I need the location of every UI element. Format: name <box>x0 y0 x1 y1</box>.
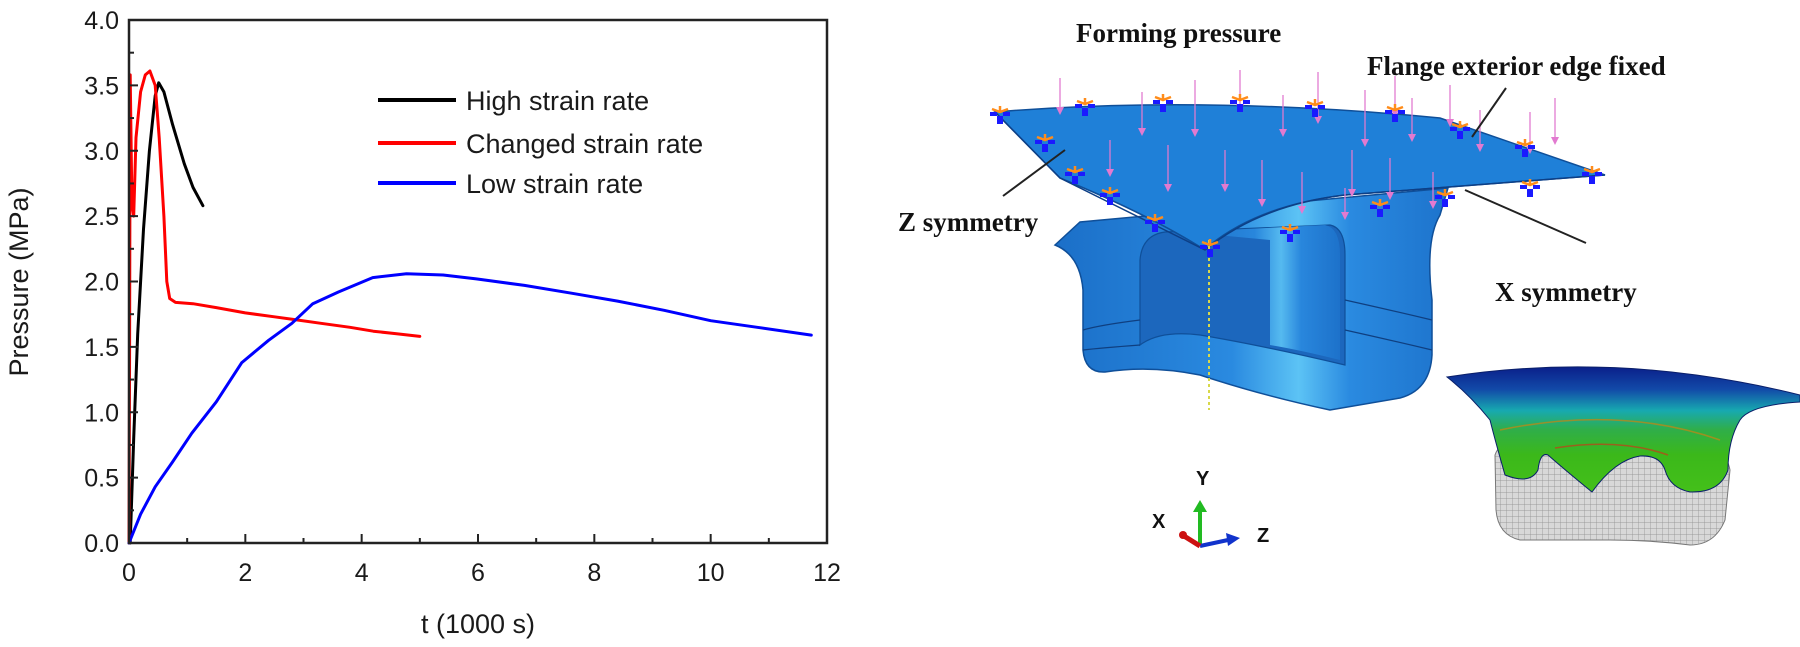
arrowhead-icon <box>1386 192 1394 200</box>
triad-z-label: Z <box>1257 525 1269 547</box>
y-tick-label: 3.5 <box>84 72 119 100</box>
arrowhead-icon <box>1258 199 1266 207</box>
y-axis-title: Pressure (MPa) <box>4 187 34 376</box>
arrowhead-icon <box>1408 134 1416 142</box>
z-symmetry-leader <box>1002 149 1066 197</box>
triad-x-label: X <box>1152 511 1166 533</box>
arrowhead-icon <box>1314 116 1322 124</box>
arrowhead-icon <box>1191 129 1199 137</box>
y-tick-label: 3.0 <box>84 138 119 166</box>
flange-fixed-leader <box>1471 87 1507 138</box>
coordinate-triad: Y X Z <box>1152 468 1269 549</box>
y-axis-ticks: 0.0 0.5 1.0 1.5 2.0 2.5 3.0 3.5 4.0 <box>84 7 138 558</box>
model-inner-wall-highlight <box>1185 225 1340 360</box>
model-band-lines-right <box>1344 299 1433 351</box>
constraint-marker-icon <box>1520 179 1540 197</box>
y-tick-label: 2.0 <box>84 269 119 297</box>
arrowhead-icon <box>1476 144 1484 152</box>
arrowhead-icon <box>1221 184 1229 192</box>
arrowhead-icon <box>1106 169 1114 177</box>
constraint-marker-icon <box>1230 94 1250 112</box>
arrowhead-icon <box>1279 129 1287 137</box>
y-tick-label: 0.0 <box>84 530 119 558</box>
y-tick-label: 2.5 <box>84 203 119 231</box>
x-symmetry-leader <box>1464 189 1587 244</box>
series-line-low-strain-rate <box>127 272 813 545</box>
x-tick-label: 12 <box>813 559 841 587</box>
legend-entry: Changed strain rate <box>378 129 703 159</box>
flange-fixed-label: Flange exterior edge fixed <box>1367 51 1666 81</box>
constraint-marker-icon <box>990 106 1010 124</box>
constraint-marker-icon <box>1153 94 1173 112</box>
contour-band-line <box>1554 443 1669 456</box>
arrowhead-icon <box>1551 137 1559 145</box>
contour-result-inset <box>1445 366 1800 546</box>
legend-label: High strain rate <box>466 86 649 116</box>
constraint-marker-icon <box>1065 166 1085 184</box>
y-tick-label: 4.0 <box>84 7 119 35</box>
z-axis-arrow <box>1199 538 1229 548</box>
constraint-marker-icon <box>1280 224 1300 242</box>
arrowhead-icon <box>1348 189 1356 197</box>
arrowhead-icon <box>1298 206 1306 214</box>
x-symmetry-edge <box>1204 174 1606 251</box>
y-tick-label: 1.0 <box>84 399 119 427</box>
arrowhead-icon <box>1341 212 1349 220</box>
y-arrowhead-icon <box>1193 500 1207 512</box>
arrowhead-icon <box>1164 184 1172 192</box>
model-band-lines <box>1082 319 1141 351</box>
constraint-marker-icon <box>1515 139 1535 157</box>
pressure-time-chart: 0 2 4 6 8 10 12 0.0 0.5 1.0 1.5 2.0 2.5 3.0 3.5 4.0 t … <box>4 7 841 639</box>
x-tick-label: 8 <box>587 559 601 587</box>
arrowhead-icon <box>1446 119 1454 127</box>
constraint-marker-icon <box>1035 134 1055 152</box>
x-tick-label: 10 <box>697 559 725 587</box>
forming-pressure-arrows <box>1056 70 1559 220</box>
x-arrowhead-icon <box>1179 531 1187 539</box>
x-tick-label: 2 <box>238 559 252 587</box>
arrowhead-icon <box>1138 128 1146 136</box>
series-line-high-strain-rate <box>128 81 205 545</box>
x-tick-label: 4 <box>355 559 369 587</box>
x-axis-title: t (1000 s) <box>421 609 535 639</box>
arrowhead-icon <box>1056 107 1064 115</box>
legend-label: Low strain rate <box>466 169 643 199</box>
forming-pressure-label: Forming pressure <box>1076 18 1281 48</box>
constraint-marker-icon <box>1145 214 1165 232</box>
x-axis-arrow <box>1182 533 1202 549</box>
x-symmetry-label: X symmetry <box>1495 277 1637 307</box>
z-arrowhead-icon <box>1226 533 1240 546</box>
legend-entry: Low strain rate <box>378 169 643 199</box>
legend-entry: High strain rate <box>378 86 649 116</box>
constraint-marker-icon <box>1582 166 1602 184</box>
constraint-marker-icon <box>1075 98 1095 116</box>
constraint-marker-icon <box>1435 189 1455 207</box>
boundary-constraint-markers <box>990 94 1602 257</box>
x-tick-label: 6 <box>471 559 485 587</box>
contour-band-line <box>1499 418 1721 441</box>
y-tick-label: 1.5 <box>84 334 119 362</box>
arrowhead-icon <box>1429 201 1437 209</box>
triad-y-label: Y <box>1196 468 1210 490</box>
legend-label: Changed strain rate <box>466 129 703 159</box>
fe-model-diagram: Forming pressure Flange exterior edge fi… <box>898 18 1800 549</box>
y-tick-label: 0.5 <box>84 465 119 493</box>
constraint-marker-icon <box>1200 239 1220 257</box>
arrowhead-icon <box>1361 139 1369 147</box>
constraint-marker-icon <box>1385 104 1405 122</box>
x-axis-ticks: 0 2 4 6 8 10 12 <box>122 534 841 587</box>
constraint-marker-icon <box>1305 99 1325 117</box>
legend: High strain rate Changed strain rate Low s… <box>378 86 703 199</box>
constraint-marker-icon <box>1370 199 1390 217</box>
z-symmetry-label: Z symmetry <box>898 207 1039 237</box>
series-line-changed-strain-rate <box>127 69 422 545</box>
constraint-marker-icon <box>1100 187 1120 205</box>
constraint-marker-icon <box>1450 121 1470 139</box>
x-tick-label: 0 <box>122 559 136 587</box>
